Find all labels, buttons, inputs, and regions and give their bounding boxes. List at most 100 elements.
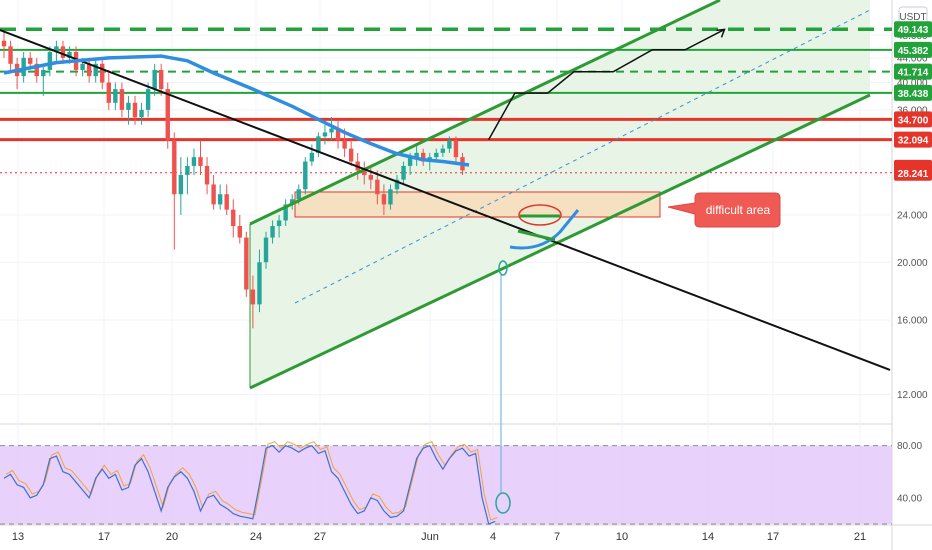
candle-body <box>237 226 242 238</box>
candle-body <box>296 189 301 200</box>
candle-body <box>231 209 236 227</box>
price-level-badge <box>894 111 932 128</box>
candle-body <box>86 63 92 77</box>
candle-body <box>159 69 164 90</box>
candle-body <box>185 165 190 176</box>
rsi-line <box>3 444 496 525</box>
candle-body <box>283 204 288 221</box>
channel-midline <box>294 9 871 304</box>
candle-body <box>394 179 400 190</box>
candle-body <box>21 57 26 77</box>
candle-body <box>41 69 46 77</box>
channel-lower-line <box>249 93 871 390</box>
price-level-label: 45.382 <box>898 46 929 57</box>
x-tick-label: 21 <box>854 531 866 543</box>
candle-body <box>270 226 275 238</box>
x-tick-label: 7 <box>554 531 560 543</box>
candle-body <box>381 194 387 205</box>
price-level-badge <box>894 41 932 58</box>
projection-arrowhead <box>716 28 726 38</box>
annotation-bubble <box>667 192 781 228</box>
candle-body <box>191 157 197 166</box>
candle-body <box>440 148 446 153</box>
rsi-tick-label: 80.00 <box>897 441 922 452</box>
y-tick-label: 36.000 <box>897 105 928 116</box>
candle-body <box>250 289 256 305</box>
y-tick-label: 40.000 <box>897 78 928 89</box>
candle-body <box>434 152 439 158</box>
candle-body <box>54 46 59 53</box>
candle-body <box>80 63 85 70</box>
x-tick-label: 27 <box>314 531 326 543</box>
candle-body <box>132 102 138 118</box>
candle-body <box>28 57 33 64</box>
candle-body <box>93 63 98 77</box>
x-tick-label: 4 <box>490 531 496 543</box>
x-tick-label: Jun <box>421 531 439 543</box>
price-level-badge <box>894 84 932 101</box>
candle-body <box>244 237 249 290</box>
price-level-label: 38.438 <box>898 89 929 100</box>
price-level-label: 28.241 <box>898 169 929 180</box>
candle-body <box>276 220 282 227</box>
candle-body <box>388 189 393 205</box>
rsi-oversold-circle <box>495 492 511 514</box>
candle-body <box>290 199 295 205</box>
candle-body <box>224 194 229 210</box>
candle-body <box>421 152 426 162</box>
candle-body <box>335 128 341 141</box>
candle-body <box>145 89 151 110</box>
candle-body <box>329 128 334 133</box>
projection-path <box>488 28 725 140</box>
difficult-area-border <box>294 191 661 218</box>
price-level-label: 49.143 <box>898 25 929 36</box>
candle-body <box>362 170 367 176</box>
rsi-tick-label: 40.00 <box>897 493 922 504</box>
price-level-badge <box>894 63 932 80</box>
candle-body <box>342 140 347 149</box>
candle-body <box>407 157 413 166</box>
x-tick-label: 10 <box>616 531 628 543</box>
candle-body <box>152 69 157 90</box>
candle-body <box>211 184 216 205</box>
candle-body <box>60 46 66 58</box>
candle-body <box>257 262 262 305</box>
candle-body <box>165 89 170 141</box>
rsi-band <box>0 445 892 524</box>
candle-body <box>198 157 203 166</box>
x-tick-label: 14 <box>702 531 714 543</box>
candle-body <box>47 52 53 70</box>
candle-body <box>453 140 459 158</box>
y-tick-label: 16.000 <box>897 316 928 327</box>
candle-body <box>172 140 177 195</box>
candle-body <box>348 148 354 162</box>
candle-body <box>217 194 223 205</box>
candle-body <box>126 102 131 110</box>
y-tick-label: 24.000 <box>897 210 928 221</box>
price-level-badge <box>894 164 932 181</box>
moving-average-line <box>3 54 470 167</box>
channel-upper-line <box>249 0 721 226</box>
candle-body <box>139 109 144 118</box>
price-level-label: 34.700 <box>898 115 929 126</box>
price-level-badge <box>894 131 932 148</box>
candle-body <box>414 152 419 158</box>
support-marker <box>517 229 556 242</box>
candle-body <box>8 46 13 64</box>
x-tick-label: 24 <box>250 531 262 543</box>
candle-body <box>368 175 373 180</box>
breakout-ellipse <box>518 204 562 226</box>
y-tick-label: 44.000 <box>897 53 928 64</box>
annotation-text: difficult area <box>706 203 771 217</box>
price-level-label: 41.714 <box>898 68 929 79</box>
candle-body <box>303 161 308 190</box>
candle-body <box>119 89 125 110</box>
currency-label: USDT <box>899 12 926 23</box>
candle-body <box>447 140 452 149</box>
candle-body <box>401 165 406 180</box>
candle-body <box>178 175 184 195</box>
candle-body <box>1 40 7 47</box>
candle-body <box>67 52 72 58</box>
candle-body <box>322 132 328 137</box>
